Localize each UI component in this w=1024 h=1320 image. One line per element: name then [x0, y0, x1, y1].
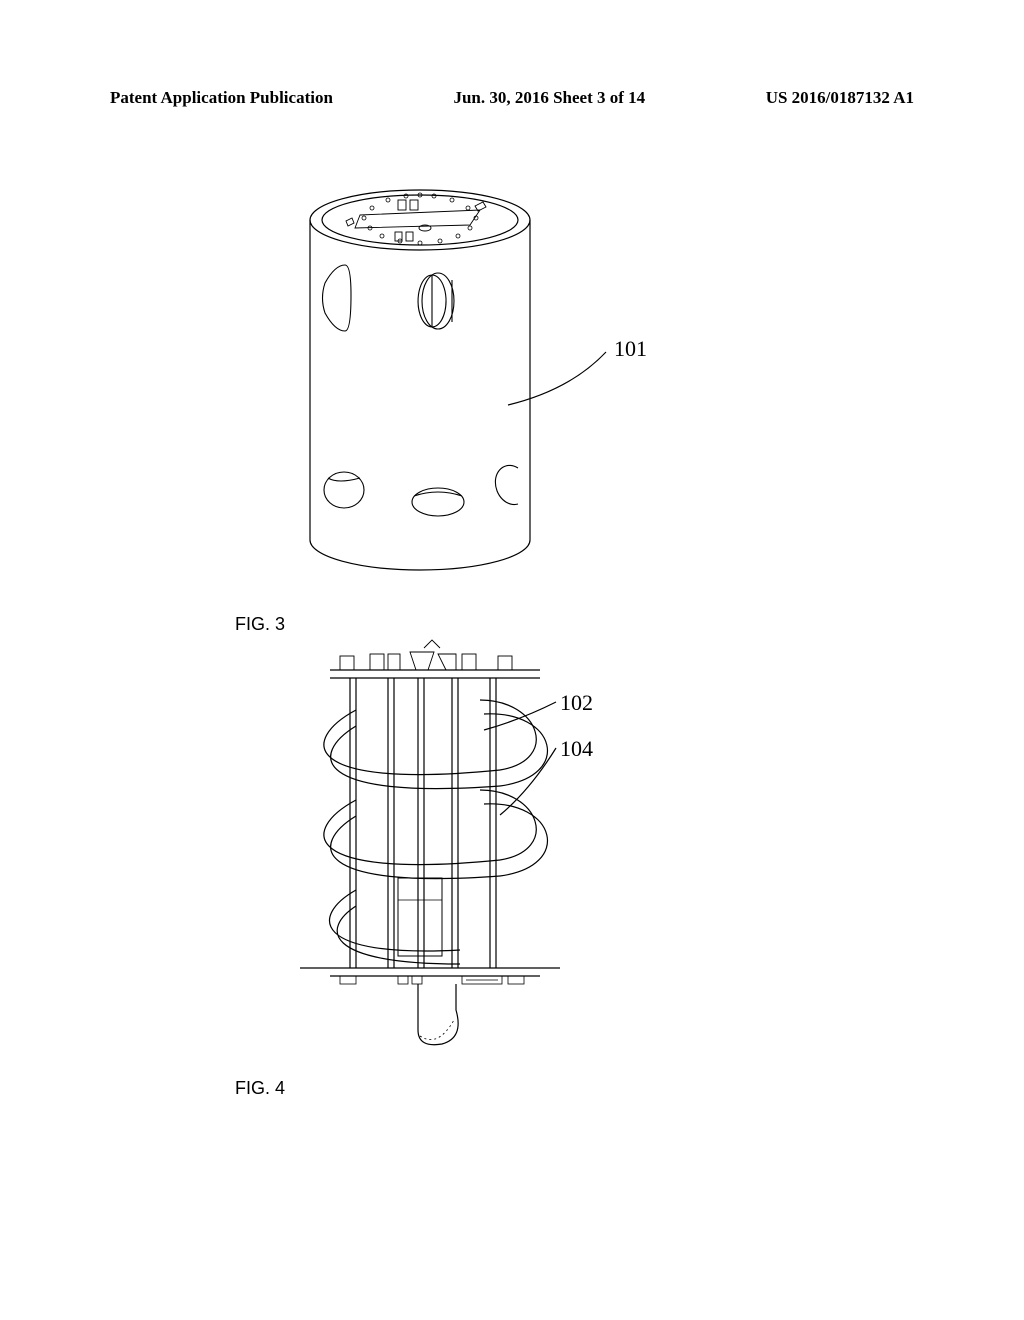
- fig4-label: FIG. 4: [235, 1078, 285, 1099]
- ref-102: 102: [560, 690, 593, 716]
- fig4-drawing: [0, 0, 1024, 1100]
- ref-104: 104: [560, 736, 593, 762]
